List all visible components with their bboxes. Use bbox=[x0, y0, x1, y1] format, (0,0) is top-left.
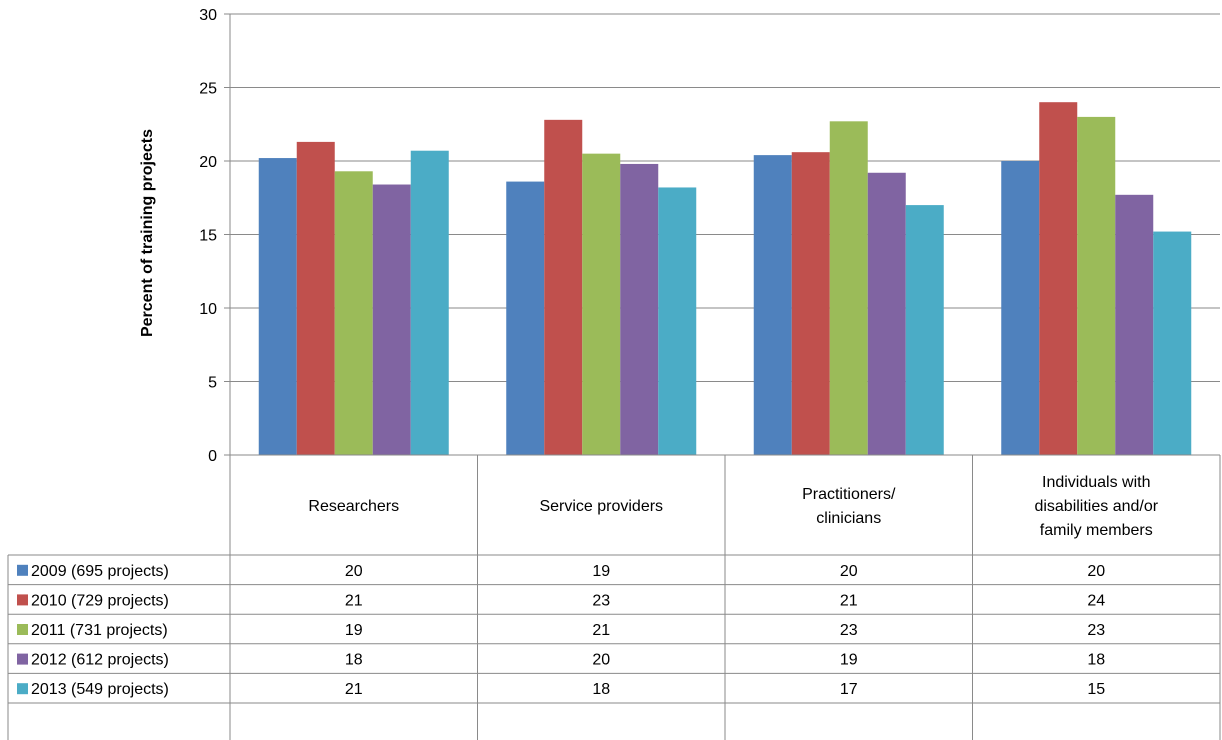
category-label: Service providers bbox=[539, 498, 663, 515]
data-table: Researchers Service providers Practitioner… bbox=[7, 455, 1221, 740]
legend-key bbox=[17, 653, 28, 665]
y-tick-label: 20 bbox=[199, 154, 217, 171]
y-tick-label: 15 bbox=[199, 228, 217, 245]
table-value: 23 bbox=[840, 622, 858, 639]
category-label: Researchers bbox=[308, 498, 399, 515]
table-value: 20 bbox=[1087, 563, 1105, 580]
legend-label: 2013 (549 projects) bbox=[31, 681, 169, 698]
table-value: 24 bbox=[1087, 592, 1105, 609]
legend-key bbox=[17, 683, 28, 695]
table-value: 21 bbox=[592, 622, 610, 639]
y-tick-label: 5 bbox=[208, 375, 217, 392]
bar bbox=[658, 187, 697, 455]
y-tick-label: 30 bbox=[199, 7, 217, 24]
table-value: 15 bbox=[1087, 681, 1105, 698]
table-value: 19 bbox=[592, 563, 610, 580]
bar bbox=[334, 171, 373, 456]
table-value: 23 bbox=[592, 592, 610, 609]
bar bbox=[296, 141, 335, 455]
y-tick-label: 25 bbox=[199, 81, 217, 98]
table-value: 18 bbox=[345, 652, 363, 669]
legend-label: 2012 (612 projects) bbox=[31, 652, 169, 669]
category-label: family members bbox=[1040, 522, 1153, 539]
bar bbox=[1153, 231, 1192, 455]
bar bbox=[410, 150, 449, 455]
bar bbox=[791, 152, 830, 455]
legend-label: 2009 (695 projects) bbox=[31, 563, 169, 580]
category-label: clinicians bbox=[816, 510, 881, 527]
y-tick-label: 10 bbox=[199, 301, 217, 318]
table-value: 17 bbox=[840, 681, 858, 698]
bar bbox=[1039, 102, 1078, 455]
bar bbox=[905, 205, 944, 455]
table-value: 21 bbox=[345, 592, 363, 609]
table-value: 21 bbox=[345, 681, 363, 698]
table-value: 18 bbox=[1087, 652, 1105, 669]
table-value: 18 bbox=[592, 681, 610, 698]
bar bbox=[753, 155, 792, 455]
bar bbox=[582, 153, 621, 455]
bar bbox=[829, 121, 868, 455]
category-label: Individuals with bbox=[1042, 474, 1151, 491]
table-value: 19 bbox=[345, 622, 363, 639]
bar bbox=[258, 158, 297, 455]
table-value: 20 bbox=[840, 563, 858, 580]
bar bbox=[867, 172, 906, 455]
bar bbox=[544, 119, 583, 455]
table-value: 21 bbox=[840, 592, 858, 609]
legend-key bbox=[17, 564, 28, 576]
category-label: Practitioners/ bbox=[802, 486, 896, 503]
table-value: 23 bbox=[1087, 622, 1105, 639]
legend-key bbox=[17, 624, 28, 635]
table-value: 20 bbox=[592, 652, 610, 669]
bar bbox=[1077, 116, 1116, 456]
legend-key bbox=[17, 594, 28, 606]
bar bbox=[1115, 194, 1154, 455]
table-value: 20 bbox=[345, 563, 363, 580]
y-axis-title: Percent of training projects bbox=[139, 129, 156, 337]
category-label: disabilities and/or bbox=[1034, 498, 1158, 515]
bar bbox=[620, 163, 659, 455]
legend-label: 2010 (729 projects) bbox=[31, 592, 169, 609]
table-value: 19 bbox=[840, 652, 858, 669]
bar bbox=[506, 181, 545, 455]
bars bbox=[258, 102, 1192, 456]
y-tick-label: 0 bbox=[208, 448, 217, 465]
legend-label: 2011 (731 projects) bbox=[31, 622, 168, 639]
bar bbox=[1001, 161, 1040, 455]
bar bbox=[372, 184, 411, 455]
